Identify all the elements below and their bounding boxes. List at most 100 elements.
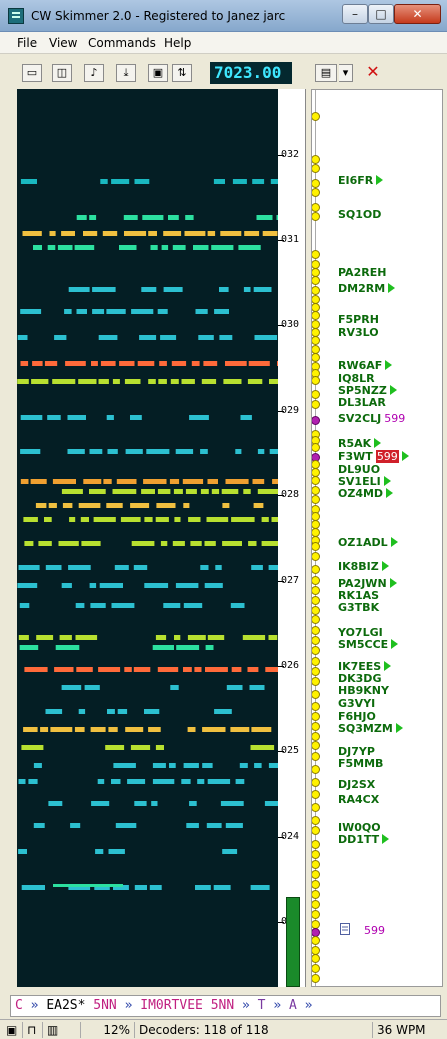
clear-icon[interactable]: ✕ [366, 62, 380, 81]
spot-pa2jwn[interactable]: PA2JWN [338, 577, 397, 590]
signal-dot[interactable] [312, 850, 320, 859]
spot-sq1od[interactable]: SQ1OD [338, 208, 381, 221]
spot-ei6fr[interactable]: EI6FR [338, 174, 384, 187]
spot-f5prh[interactable]: F5PRH [338, 313, 379, 326]
spot-ik8biz[interactable]: IK8BIZ [338, 560, 389, 573]
signal-dot[interactable] [312, 626, 320, 635]
signal-dot[interactable] [312, 542, 320, 551]
signal-dot[interactable] [312, 188, 320, 197]
signal-dot[interactable] [312, 250, 320, 259]
speaker-icon[interactable]: ♪ [84, 64, 104, 82]
spot-ra4cx[interactable]: RA4CX [338, 793, 379, 806]
tape-icon[interactable]: ◫ [52, 64, 72, 82]
signal-dot[interactable] [312, 390, 320, 399]
signal-dot[interactable] [312, 311, 320, 320]
signal-dot[interactable] [312, 212, 320, 221]
waterfall-display[interactable] [17, 89, 278, 987]
menu-view[interactable]: View [49, 36, 78, 50]
document-icon[interactable] [340, 923, 350, 938]
signal-dot[interactable] [312, 732, 320, 741]
spot-yo7lgi[interactable]: YO7LGI [338, 626, 383, 639]
menu-commands[interactable]: Commands [88, 36, 156, 50]
menu-help[interactable]: Help [164, 36, 192, 50]
signal-dot[interactable] [312, 495, 320, 504]
signal-dot[interactable] [312, 164, 320, 173]
signal-dot[interactable] [312, 667, 320, 676]
spot-dl9uo[interactable]: DL9UO [338, 463, 380, 476]
signal-dot[interactable] [312, 974, 320, 983]
signal-dot[interactable] [312, 636, 320, 645]
signal-dot[interactable] [312, 778, 320, 787]
signal-dot[interactable] [312, 722, 320, 731]
spot-dl3lar[interactable]: DL3LAR [338, 396, 386, 409]
signal-dot[interactable] [312, 400, 320, 409]
minimize-button[interactable]: – [342, 4, 368, 24]
spot-iq8lr[interactable]: IQ8LR [338, 372, 375, 385]
spot-pa2reh[interactable]: PA2REH [338, 266, 386, 279]
decoded-text-line[interactable]: C » EA2S* 5NN » IM0RTVEE 5NN » T » A » [10, 995, 441, 1017]
signal-dot[interactable] [312, 606, 320, 615]
spot-f5mmb[interactable]: F5MMB [338, 757, 383, 770]
signal-dot[interactable] [312, 179, 320, 188]
spot-sq3mzm[interactable]: SQ3MZM [338, 722, 403, 735]
spot-sv2clj[interactable]: SV2CLJ 599 [338, 412, 405, 425]
signal-dot[interactable] [312, 657, 320, 666]
spot-rw6af[interactable]: RW6AF [338, 359, 393, 372]
download-icon[interactable]: ⤓ [116, 64, 136, 82]
signal-dot[interactable] [312, 565, 320, 574]
spot-sm5cce[interactable]: SM5CCE [338, 638, 399, 651]
radio-icon[interactable]: ▭ [22, 64, 42, 82]
signal-dot[interactable] [312, 416, 320, 425]
signal-dot[interactable] [312, 936, 320, 945]
spot-g3vyi[interactable]: G3VYI [338, 697, 375, 710]
spot-f3wt[interactable]: F3WT 599 [338, 450, 409, 463]
close-button[interactable]: ✕ [394, 4, 441, 24]
signal-dot[interactable] [312, 741, 320, 750]
spot-dm2rm[interactable]: DM2RM [338, 282, 396, 295]
signal-dot[interactable] [312, 900, 320, 909]
spot-filter-icon[interactable]: ▤ [315, 64, 337, 82]
spot-r5ak[interactable]: R5AK [338, 437, 382, 450]
signal-dot[interactable] [312, 276, 320, 285]
menu-file[interactable]: File [17, 36, 38, 50]
signal-dot[interactable] [312, 690, 320, 699]
signal-dot[interactable] [312, 752, 320, 761]
spot-f6hjo[interactable]: F6HJO [338, 710, 376, 723]
signal-dot[interactable] [312, 286, 320, 295]
maximize-button[interactable]: □ [368, 4, 394, 24]
signal-dot[interactable] [312, 964, 320, 973]
spot-g3tbk[interactable]: G3TBK [338, 601, 379, 614]
spot-rv3lo[interactable]: RV3LO [338, 326, 379, 339]
signal-dot[interactable] [312, 712, 320, 721]
spot-iw0qo[interactable]: IW0QO [338, 821, 381, 834]
signal-dot[interactable] [312, 112, 320, 121]
signal-dot[interactable] [312, 646, 320, 655]
rx-passband-marker[interactable] [286, 897, 300, 987]
frequency-display[interactable]: 7023.00 [210, 62, 292, 84]
spot-oz4md[interactable]: OZ4MD [338, 487, 394, 500]
signal-dot[interactable] [312, 826, 320, 835]
signal-dot[interactable] [312, 803, 320, 812]
spot-dk3dg[interactable]: DK3DG [338, 672, 381, 685]
signal-dot[interactable] [312, 910, 320, 919]
signal-dot[interactable] [312, 840, 320, 849]
signal-dot[interactable] [312, 576, 320, 585]
spot-rk1as[interactable]: RK1AS [338, 589, 379, 602]
signal-dot[interactable] [312, 790, 320, 799]
signal-dot[interactable] [312, 702, 320, 711]
signal-dot[interactable] [312, 155, 320, 164]
spot-dj7yp[interactable]: DJ7YP [338, 745, 375, 758]
signal-dot[interactable] [312, 860, 320, 869]
signal-dot[interactable] [312, 353, 320, 362]
signal-dot[interactable] [312, 765, 320, 774]
spot-sp5nzz[interactable]: SP5NZZ [338, 384, 397, 397]
swap-icon[interactable]: ⇅ [172, 64, 192, 82]
signal-dot[interactable] [312, 954, 320, 963]
spot-sv1eli[interactable]: SV1ELI [338, 475, 391, 488]
callsign-panel[interactable]: EI6FR SQ1OD PA2REH DM2RM F5PRH RV3LO RW6AF IQ8L… [311, 89, 443, 987]
signal-dot[interactable] [312, 203, 320, 212]
signal-dot[interactable] [312, 476, 320, 485]
signal-dot[interactable] [312, 890, 320, 899]
signal-dot[interactable] [312, 615, 320, 624]
signal-dot[interactable] [312, 880, 320, 889]
